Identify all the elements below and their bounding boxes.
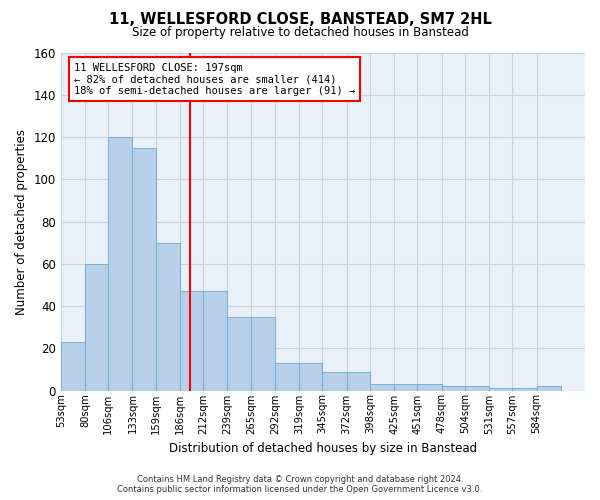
Bar: [108, 137, 133, 390]
Text: 11, WELLESFORD CLOSE, BANSTEAD, SM7 2HL: 11, WELLESFORD CLOSE, BANSTEAD, SM7 2HL: [109, 12, 491, 28]
Bar: [512, 388, 536, 390]
Bar: [322, 372, 347, 390]
Bar: [227, 316, 251, 390]
Text: Size of property relative to detached houses in Banstead: Size of property relative to detached ho…: [131, 26, 469, 39]
Bar: [489, 388, 512, 390]
Bar: [61, 342, 85, 390]
Bar: [442, 386, 465, 390]
Bar: [418, 384, 442, 390]
Bar: [251, 316, 275, 390]
Bar: [203, 291, 227, 390]
Bar: [275, 363, 299, 390]
Text: 11 WELLESFORD CLOSE: 197sqm
← 82% of detached houses are smaller (414)
18% of se: 11 WELLESFORD CLOSE: 197sqm ← 82% of det…: [74, 62, 355, 96]
Bar: [299, 363, 322, 390]
Bar: [156, 242, 180, 390]
Text: Contains HM Land Registry data © Crown copyright and database right 2024.
Contai: Contains HM Land Registry data © Crown c…: [118, 474, 482, 494]
X-axis label: Distribution of detached houses by size in Banstead: Distribution of detached houses by size …: [169, 442, 477, 455]
Y-axis label: Number of detached properties: Number of detached properties: [15, 128, 28, 314]
Bar: [347, 372, 370, 390]
Bar: [394, 384, 418, 390]
Bar: [465, 386, 489, 390]
Bar: [536, 386, 561, 390]
Bar: [180, 291, 203, 390]
Bar: [85, 264, 108, 390]
Bar: [133, 148, 156, 390]
Bar: [370, 384, 394, 390]
